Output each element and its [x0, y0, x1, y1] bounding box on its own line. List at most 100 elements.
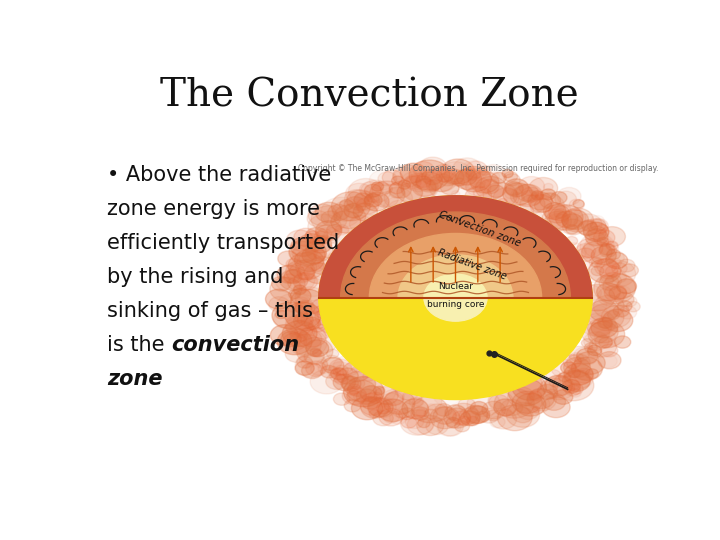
Circle shape	[528, 192, 552, 210]
Circle shape	[420, 197, 426, 201]
Circle shape	[358, 369, 370, 378]
Circle shape	[577, 248, 595, 261]
Circle shape	[426, 177, 433, 181]
Circle shape	[377, 403, 390, 414]
Circle shape	[575, 352, 606, 374]
Circle shape	[589, 313, 603, 323]
Circle shape	[271, 276, 291, 291]
Circle shape	[318, 229, 332, 239]
Circle shape	[315, 202, 343, 222]
Circle shape	[544, 202, 566, 219]
Circle shape	[305, 231, 320, 242]
Circle shape	[584, 222, 609, 241]
Circle shape	[567, 354, 590, 372]
Circle shape	[618, 259, 635, 272]
Circle shape	[404, 176, 421, 188]
Circle shape	[305, 227, 328, 244]
Circle shape	[289, 238, 326, 266]
Circle shape	[565, 384, 580, 396]
Circle shape	[467, 392, 500, 416]
Circle shape	[310, 348, 321, 356]
Circle shape	[336, 374, 345, 381]
Circle shape	[309, 236, 332, 253]
Circle shape	[593, 295, 624, 318]
Circle shape	[613, 305, 629, 317]
Circle shape	[503, 183, 533, 205]
Circle shape	[545, 389, 558, 399]
Circle shape	[508, 379, 544, 406]
Circle shape	[471, 178, 485, 188]
Circle shape	[390, 186, 405, 198]
Circle shape	[378, 399, 408, 422]
Circle shape	[600, 241, 618, 255]
Circle shape	[292, 334, 321, 356]
Circle shape	[330, 211, 361, 233]
Circle shape	[333, 247, 340, 252]
Circle shape	[278, 251, 299, 266]
Circle shape	[445, 405, 466, 421]
Circle shape	[326, 349, 339, 359]
Circle shape	[379, 408, 402, 426]
Circle shape	[459, 408, 480, 424]
Circle shape	[595, 335, 612, 348]
Circle shape	[378, 172, 397, 186]
Circle shape	[569, 346, 589, 362]
Circle shape	[290, 289, 325, 314]
Circle shape	[577, 239, 603, 258]
Circle shape	[603, 274, 636, 299]
Circle shape	[294, 325, 312, 338]
Circle shape	[516, 374, 542, 394]
Circle shape	[419, 157, 446, 178]
Wedge shape	[369, 233, 541, 298]
Circle shape	[494, 399, 516, 416]
Circle shape	[274, 310, 299, 328]
Circle shape	[580, 310, 616, 336]
Circle shape	[589, 336, 616, 357]
Circle shape	[277, 329, 312, 355]
Circle shape	[327, 367, 339, 376]
Text: Nuclear: Nuclear	[438, 282, 473, 292]
Circle shape	[368, 392, 383, 403]
Circle shape	[606, 275, 621, 287]
Circle shape	[584, 332, 609, 350]
Circle shape	[416, 409, 426, 416]
Wedge shape	[398, 255, 513, 298]
Circle shape	[562, 219, 584, 235]
Circle shape	[464, 173, 471, 177]
Text: zone energy is more: zone energy is more	[107, 199, 320, 219]
Circle shape	[598, 286, 624, 306]
Circle shape	[562, 370, 590, 392]
Circle shape	[588, 321, 625, 348]
Circle shape	[360, 397, 385, 415]
Circle shape	[413, 407, 426, 417]
Circle shape	[534, 199, 552, 212]
Circle shape	[465, 186, 492, 206]
Circle shape	[279, 269, 308, 291]
Circle shape	[470, 172, 499, 193]
Circle shape	[456, 169, 477, 185]
Circle shape	[449, 403, 478, 426]
Circle shape	[399, 408, 415, 420]
Circle shape	[349, 388, 359, 395]
Circle shape	[335, 225, 348, 235]
Circle shape	[347, 380, 377, 402]
Circle shape	[426, 418, 448, 435]
Circle shape	[595, 258, 618, 276]
Circle shape	[512, 391, 542, 414]
Circle shape	[297, 338, 333, 364]
Circle shape	[334, 374, 348, 384]
Circle shape	[441, 180, 459, 194]
Circle shape	[307, 317, 312, 321]
Circle shape	[467, 416, 480, 426]
Circle shape	[390, 399, 415, 417]
Circle shape	[374, 386, 395, 401]
Circle shape	[286, 259, 301, 270]
Circle shape	[289, 265, 305, 276]
Circle shape	[321, 211, 341, 226]
Circle shape	[344, 400, 361, 412]
Circle shape	[304, 328, 338, 354]
Circle shape	[429, 177, 459, 199]
Circle shape	[390, 411, 407, 424]
Circle shape	[444, 169, 464, 184]
Circle shape	[311, 299, 333, 315]
